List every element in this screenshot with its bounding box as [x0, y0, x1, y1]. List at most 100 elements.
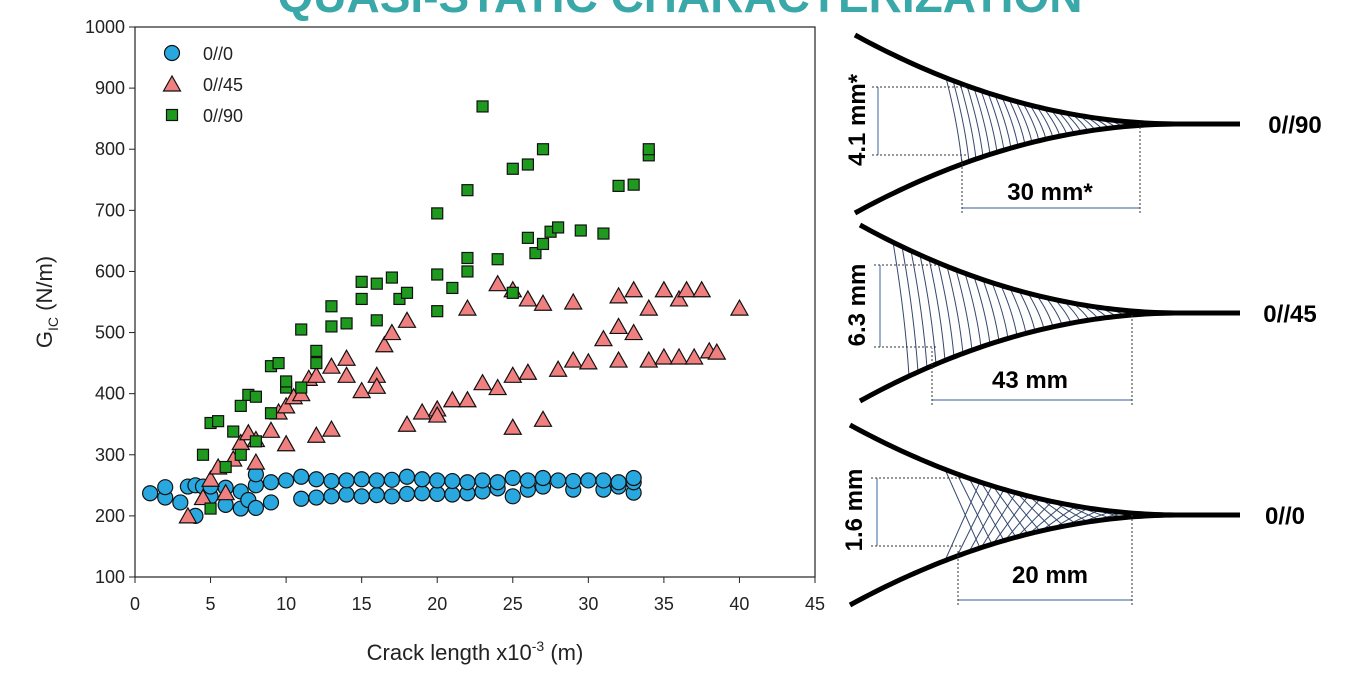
adherend — [853, 32, 1240, 127]
data-point — [323, 472, 340, 490]
data-point — [550, 472, 567, 489]
data-point — [489, 474, 506, 491]
data-point — [293, 468, 310, 485]
panel-label: 0//45 — [1263, 301, 1316, 328]
data-point — [536, 237, 550, 251]
panel-label: 0//0 — [1265, 503, 1305, 530]
crack-front — [1027, 292, 1045, 330]
data-point — [504, 488, 521, 505]
data-point — [337, 349, 357, 366]
data-point — [227, 425, 240, 438]
crack-front — [966, 85, 984, 157]
crack-front — [959, 83, 977, 160]
data-point — [276, 396, 296, 414]
data-point — [310, 344, 323, 357]
data-point — [444, 486, 461, 503]
crack-front — [973, 88, 991, 155]
data-point — [639, 350, 659, 368]
data-point — [461, 184, 474, 197]
data-point — [368, 472, 385, 489]
data-point — [414, 471, 431, 488]
data-point — [461, 265, 474, 278]
crack-front — [910, 250, 928, 369]
data-point — [398, 468, 416, 485]
data-point — [308, 489, 325, 506]
crack-front — [1008, 99, 1026, 145]
data-point — [707, 342, 727, 360]
data-point — [352, 381, 372, 399]
x-tick-label: 15 — [352, 594, 372, 614]
data-point — [157, 479, 174, 496]
data-point — [321, 419, 341, 437]
data-point — [476, 100, 489, 113]
data-point — [533, 410, 553, 427]
data-point — [580, 472, 597, 489]
data-point — [474, 472, 491, 489]
data-point — [201, 470, 221, 487]
data-point — [204, 502, 217, 515]
data-point — [503, 418, 523, 435]
data-point — [397, 311, 417, 328]
data-point — [216, 483, 236, 501]
adherend — [858, 222, 1240, 316]
data-point — [457, 298, 477, 316]
data-point — [247, 499, 264, 517]
crack-front — [937, 262, 955, 357]
data-point — [473, 373, 493, 391]
data-point — [249, 435, 262, 448]
data-point — [459, 474, 476, 491]
crack-front — [1022, 102, 1040, 141]
data-point — [624, 323, 644, 341]
data-point — [295, 381, 308, 394]
data-point — [654, 280, 674, 298]
data-point — [368, 487, 385, 504]
data-point — [234, 448, 247, 461]
data-point — [461, 251, 474, 265]
data-point — [446, 281, 459, 295]
crack-front — [946, 266, 964, 354]
crack-front — [980, 90, 998, 153]
x-label-part: Crack length x10 — [367, 640, 532, 665]
data-point — [293, 490, 310, 507]
x-tick-label: 25 — [503, 594, 523, 614]
data-point — [196, 448, 210, 461]
y-tick-label: 100 — [95, 567, 125, 587]
data-point — [684, 347, 704, 365]
slide-title: QUASI-STATIC CHARACTERIZATION — [278, 0, 1083, 22]
data-point — [278, 472, 295, 489]
data-point — [574, 224, 587, 237]
panel-label: 0//90 — [1268, 112, 1321, 139]
data-point — [178, 506, 198, 524]
crack-front — [1001, 97, 1019, 147]
data-point — [382, 323, 402, 341]
data-point — [383, 488, 400, 505]
legend-marker — [165, 108, 179, 122]
data-point — [276, 434, 296, 452]
data-point — [321, 356, 341, 374]
data-point — [193, 488, 213, 506]
crack-front — [901, 246, 919, 373]
crack-front — [992, 485, 1029, 545]
y-axis-label: GIC (N/m) — [32, 256, 61, 348]
data-point — [609, 350, 629, 368]
crack-front — [1015, 101, 1033, 143]
y-tick-label: 300 — [95, 445, 125, 465]
data-point — [370, 314, 383, 327]
y-label-part: G — [32, 331, 57, 348]
data-point — [521, 231, 534, 244]
crack-front — [968, 477, 1005, 553]
crack-front — [945, 77, 963, 165]
data-point — [338, 486, 355, 503]
data-point — [429, 472, 446, 489]
data-point — [593, 329, 613, 347]
data-point — [308, 471, 325, 488]
data-point — [563, 292, 583, 310]
crack-front — [928, 258, 946, 361]
data-point — [340, 317, 353, 330]
crack-front — [944, 469, 981, 561]
legend-marker — [163, 44, 181, 62]
data-point — [609, 317, 629, 335]
data-point — [272, 357, 285, 370]
x-tick-label: 20 — [427, 594, 447, 614]
